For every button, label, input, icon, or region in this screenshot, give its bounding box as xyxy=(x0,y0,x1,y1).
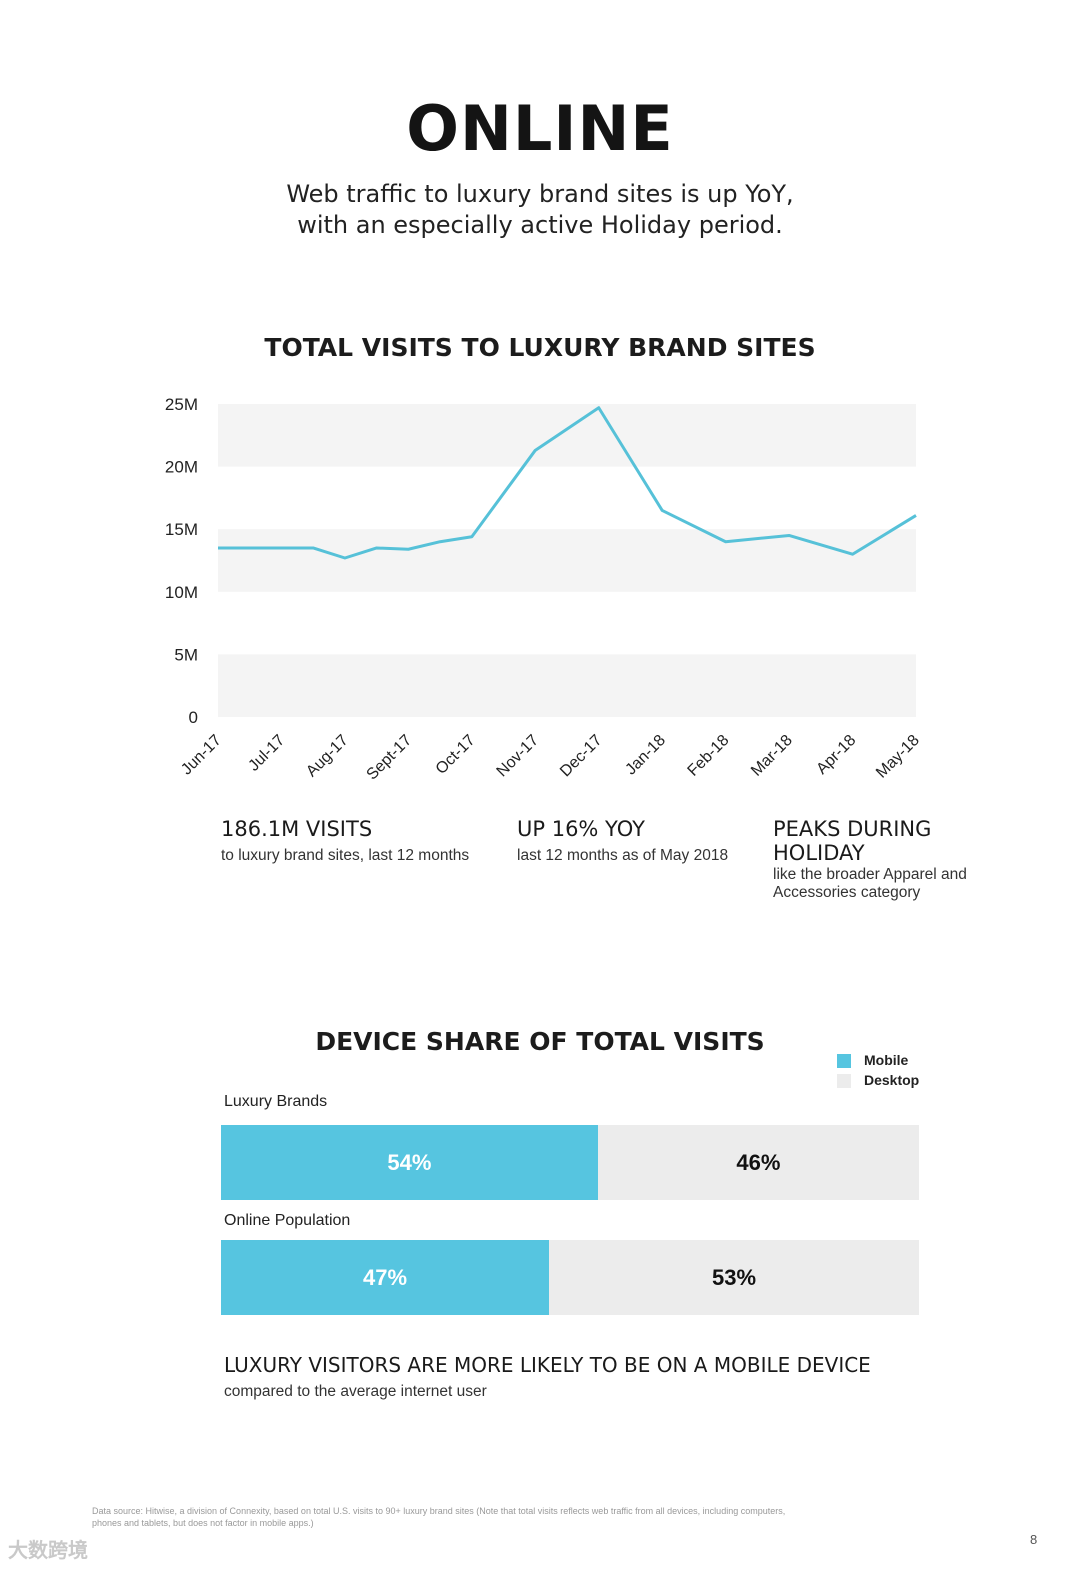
x-tick-label: Mar-18 xyxy=(748,732,796,780)
y-tick-label: 15M xyxy=(165,520,198,539)
device-chart-title: DEVICE SHARE OF TOTAL VISITS xyxy=(315,1027,765,1056)
stat-holiday-headline-2: HOLIDAY xyxy=(773,841,865,865)
grid-band xyxy=(218,654,916,717)
y-tick-label: 5M xyxy=(174,645,198,664)
page-number: 8 xyxy=(1030,1532,1038,1547)
bar-row-luxury: 54% 46% xyxy=(221,1125,919,1200)
source-line-2: phones and tablets, but does not factor … xyxy=(92,1518,314,1528)
grid-band xyxy=(218,404,916,467)
x-tick-label: Oct-17 xyxy=(433,732,479,778)
source-line-1: Data source: Hitwise, a division of Conn… xyxy=(92,1506,786,1516)
grid-band xyxy=(218,529,916,592)
watermark: 大数跨境 xyxy=(8,1540,88,1562)
x-tick-label: Nov-17 xyxy=(494,732,543,781)
bar-online-desktop: 53% xyxy=(549,1240,919,1315)
legend-desktop-label: Desktop xyxy=(864,1072,920,1088)
stat-yoy-headline: UP 16% YOY xyxy=(517,817,645,841)
legend-mobile-swatch xyxy=(837,1054,851,1068)
bar-luxury-desktop: 46% xyxy=(597,1125,919,1200)
y-tick-label: 0 xyxy=(189,708,198,727)
stat-visits-headline: 186.1M VISITS xyxy=(221,817,373,841)
y-tick-label: 25M xyxy=(165,395,198,414)
x-tick-label: Dec-17 xyxy=(557,732,606,781)
stat-holiday-detail-1: like the broader Apparel and xyxy=(773,866,967,883)
x-tick-label: Aug-17 xyxy=(303,732,352,781)
x-tick-label: Jun-17 xyxy=(178,732,225,779)
x-tick-label: May-18 xyxy=(873,732,923,782)
x-tick-label: Feb-18 xyxy=(685,732,733,780)
x-tick-label: Jan-18 xyxy=(622,732,669,779)
source-footnote: Data source: Hitwise, a division of Conn… xyxy=(92,1505,852,1529)
stat-holiday-headline-1: PEAKS DURING xyxy=(773,817,932,841)
subtitle-line-2: with an especially active Holiday period… xyxy=(297,211,783,239)
line-chart: 0 5M 10M 15M 20M 25M Jun-17 Jul-17 Aug-17 Sept-17… xyxy=(165,395,923,784)
stat-visits-detail: to luxury brand sites, last 12 months xyxy=(221,847,470,864)
stat-holiday-detail-2: Accessories category xyxy=(773,884,921,901)
series-line xyxy=(218,406,917,560)
subtitle-line-1: Web traffic to luxury brand sites is up … xyxy=(286,180,794,208)
x-tick-label: Sept-17 xyxy=(364,732,416,784)
bar-luxury-mobile: 54% xyxy=(221,1125,598,1200)
legend-desktop-swatch xyxy=(837,1074,851,1088)
bar-row-label: Online Population xyxy=(224,1212,351,1229)
conclusion-detail: compared to the average internet user xyxy=(224,1383,487,1400)
legend-mobile-label: Mobile xyxy=(864,1052,909,1068)
bar-row-online: 47% 53% xyxy=(221,1240,919,1315)
line-chart-title: TOTAL VISITS TO LUXURY BRAND SITES xyxy=(264,333,816,362)
y-tick-label: 20M xyxy=(165,458,198,477)
stat-yoy-detail: last 12 months as of May 2018 xyxy=(517,847,729,864)
bar-row-label: Luxury Brands xyxy=(224,1093,328,1110)
conclusion-headline: LUXURY VISITORS ARE MORE LIKELY TO BE ON… xyxy=(224,1353,871,1377)
page-title: ONLINE xyxy=(406,92,674,165)
x-tick-label: Apr-18 xyxy=(813,732,859,778)
y-tick-label: 10M xyxy=(165,583,198,602)
bar-online-mobile: 47% xyxy=(221,1240,550,1315)
x-tick-label: Jul-17 xyxy=(245,732,288,775)
